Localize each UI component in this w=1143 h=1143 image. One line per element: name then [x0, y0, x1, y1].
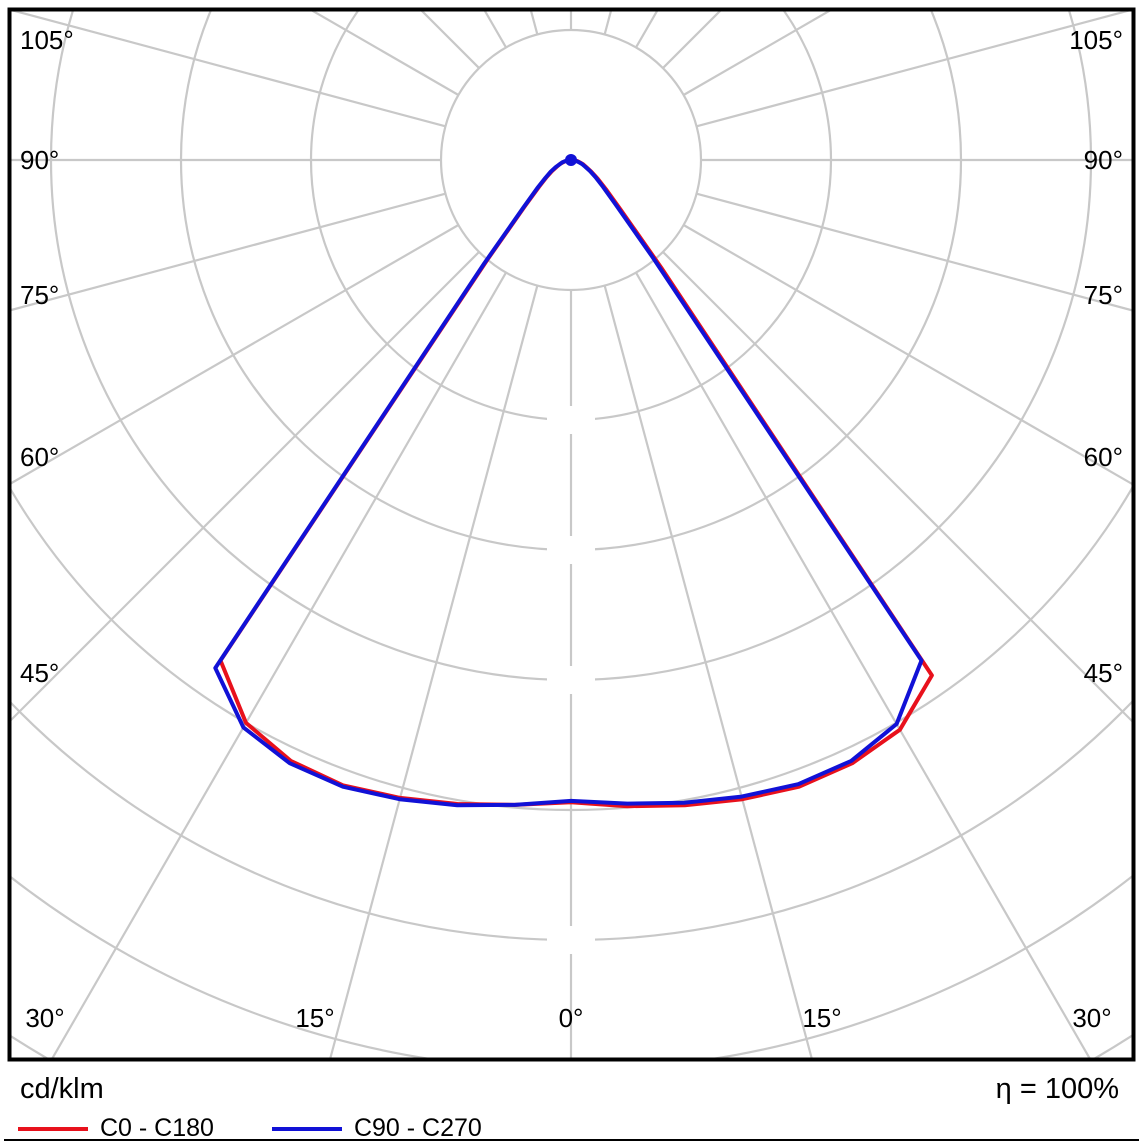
- polar-chart: 105° 90° 75° 60° 45° 105° 90° 75° 60° 45° 30° 15° 0°…: [7, 7, 1136, 1062]
- legend-label-c90-c270: C90 - C270: [353, 1114, 482, 1142]
- angle-label: 15°: [802, 1003, 841, 1033]
- angle-label: 45°: [1084, 658, 1123, 688]
- angle-label: 15°: [295, 1003, 334, 1033]
- footer: cd/klm η = 100% C0 - C180 C90 - C270: [0, 1069, 1143, 1143]
- legend-item-c90-c270: C90 - C270: [271, 1114, 482, 1143]
- polar-grid: [11, 11, 1132, 1058]
- angle-label: 60°: [20, 442, 59, 472]
- curve-C0-C180: [218, 158, 934, 809]
- angle-label: 45°: [20, 658, 59, 688]
- legend-item-c0-c180: C0 - C180: [18, 1114, 214, 1143]
- efficiency-label: η = 100%: [995, 1073, 1119, 1105]
- angle-label: 75°: [1084, 280, 1123, 310]
- curve-C90-C270: [213, 158, 924, 808]
- angle-label: 0°: [559, 1003, 584, 1033]
- angle-label: 105°: [1069, 25, 1123, 55]
- bottom-rule: [4, 1139, 1139, 1141]
- plot-border: [7, 7, 1136, 1062]
- ring-label-mask: [547, 406, 595, 434]
- angle-label: 30°: [1072, 1003, 1111, 1033]
- ring-label-mask: [547, 536, 595, 564]
- angle-label: 90°: [20, 145, 59, 175]
- legend-label-c0-c180: C0 - C180: [100, 1114, 214, 1142]
- angle-label: 60°: [1084, 442, 1123, 472]
- ring-label-mask: [547, 926, 595, 954]
- angle-label: 90°: [1084, 145, 1123, 175]
- legend: C0 - C180 C90 - C270: [0, 1114, 1143, 1143]
- center-dot: [565, 154, 577, 166]
- legend-line-blue: [271, 1126, 342, 1131]
- angle-label: 30°: [25, 1003, 64, 1033]
- angle-label: 75°: [20, 280, 59, 310]
- legend-line-red: [18, 1126, 88, 1131]
- ring-label-mask: [547, 666, 595, 694]
- angle-label: 105°: [20, 25, 74, 55]
- units-label: cd/klm: [20, 1073, 104, 1105]
- footer-row: cd/klm η = 100%: [0, 1069, 1143, 1106]
